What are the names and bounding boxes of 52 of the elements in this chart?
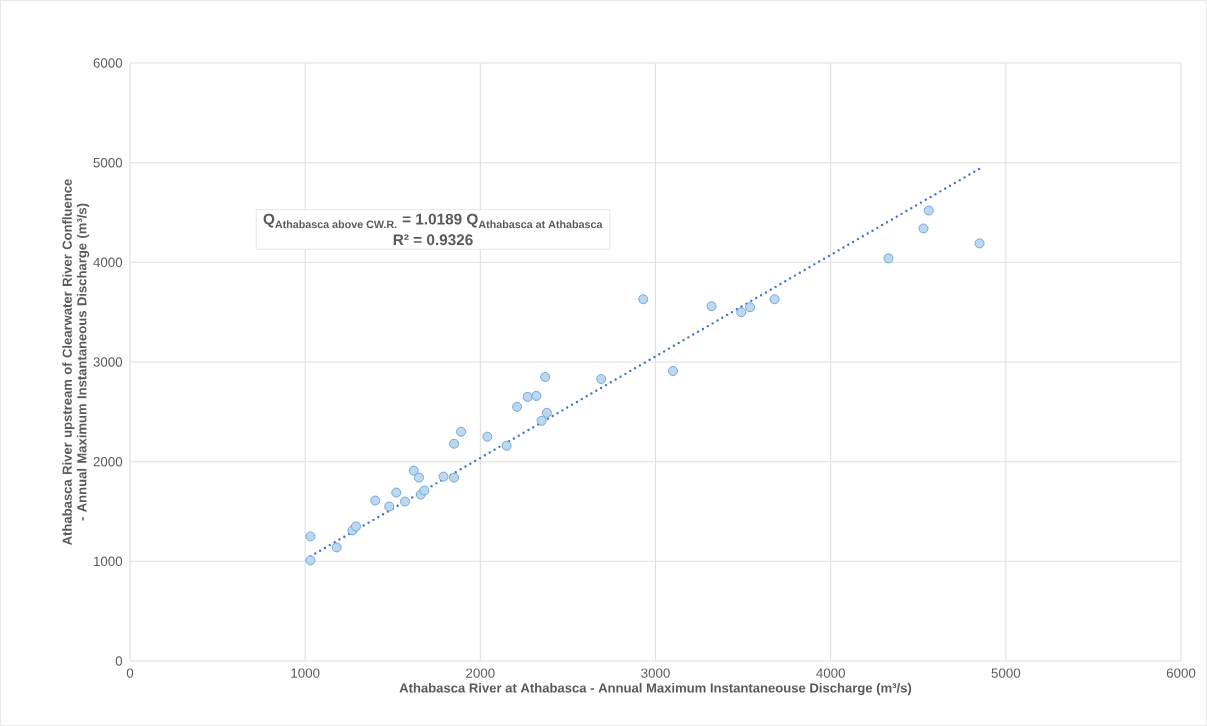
point: [512, 401, 523, 412]
point: [596, 374, 607, 384]
x-tick-label: 1000: [291, 668, 320, 678]
point: [974, 238, 985, 249]
point: [414, 472, 424, 483]
point: [408, 465, 419, 476]
y-tick-label: 2000: [93, 456, 123, 467]
point: [745, 302, 756, 313]
point: [918, 223, 929, 234]
point: [769, 294, 780, 305]
point: [456, 426, 466, 437]
x-tick-label: 2000: [466, 668, 495, 678]
point: [541, 407, 552, 418]
point: [540, 372, 551, 382]
point: [449, 472, 459, 483]
point: [400, 496, 410, 507]
x-tick-label: 0: [126, 668, 134, 678]
x-tick-label: 3000: [641, 668, 670, 678]
y-tick-label: 3000: [93, 357, 123, 367]
x-axis-title: Athabasca River at Athabasca - Annual Maximum Instantaneouse Discharge (m³/s): [399, 682, 912, 696]
point: [305, 555, 316, 566]
point: [668, 366, 678, 376]
point: [305, 531, 316, 542]
point: [706, 301, 717, 312]
y-tick-label: 0: [115, 656, 123, 666]
annotation: $\text{Q}_{\text{Athabasca above CW.R.}}\text{ = 1.0189 Q}_{\text{Athabasca at Athabasca}}$: [263, 213, 603, 229]
x-tick-label: 5000: [991, 668, 1021, 678]
point: [438, 471, 449, 482]
point: [351, 521, 361, 532]
y-tick-label: 5000: [93, 157, 123, 168]
point: [522, 391, 533, 402]
y-axis-title: Athabasca River upstream of Clearwater River Confluence - Annual Maximum Instantaneous Discharge (m³/s): [62, 179, 90, 546]
y-tick-label: 4000: [93, 257, 123, 268]
y-tick-label: 1000: [93, 556, 123, 567]
point: [501, 440, 512, 451]
point: [419, 485, 430, 496]
point: [736, 307, 747, 318]
point: [331, 542, 342, 553]
point: [883, 253, 894, 264]
y-tick-label: 6000: [93, 58, 123, 68]
point: [391, 487, 402, 498]
x-tick-label: 4000: [816, 668, 845, 678]
point: [638, 294, 649, 305]
point: [482, 431, 493, 442]
point: [536, 415, 547, 426]
x-tick-label: 6000: [1166, 668, 1196, 678]
point: [923, 205, 934, 216]
point: [370, 495, 381, 506]
annotation: R² = 0.9326: [393, 234, 473, 246]
point: [384, 501, 395, 512]
point: [531, 390, 542, 401]
point: [449, 438, 459, 449]
